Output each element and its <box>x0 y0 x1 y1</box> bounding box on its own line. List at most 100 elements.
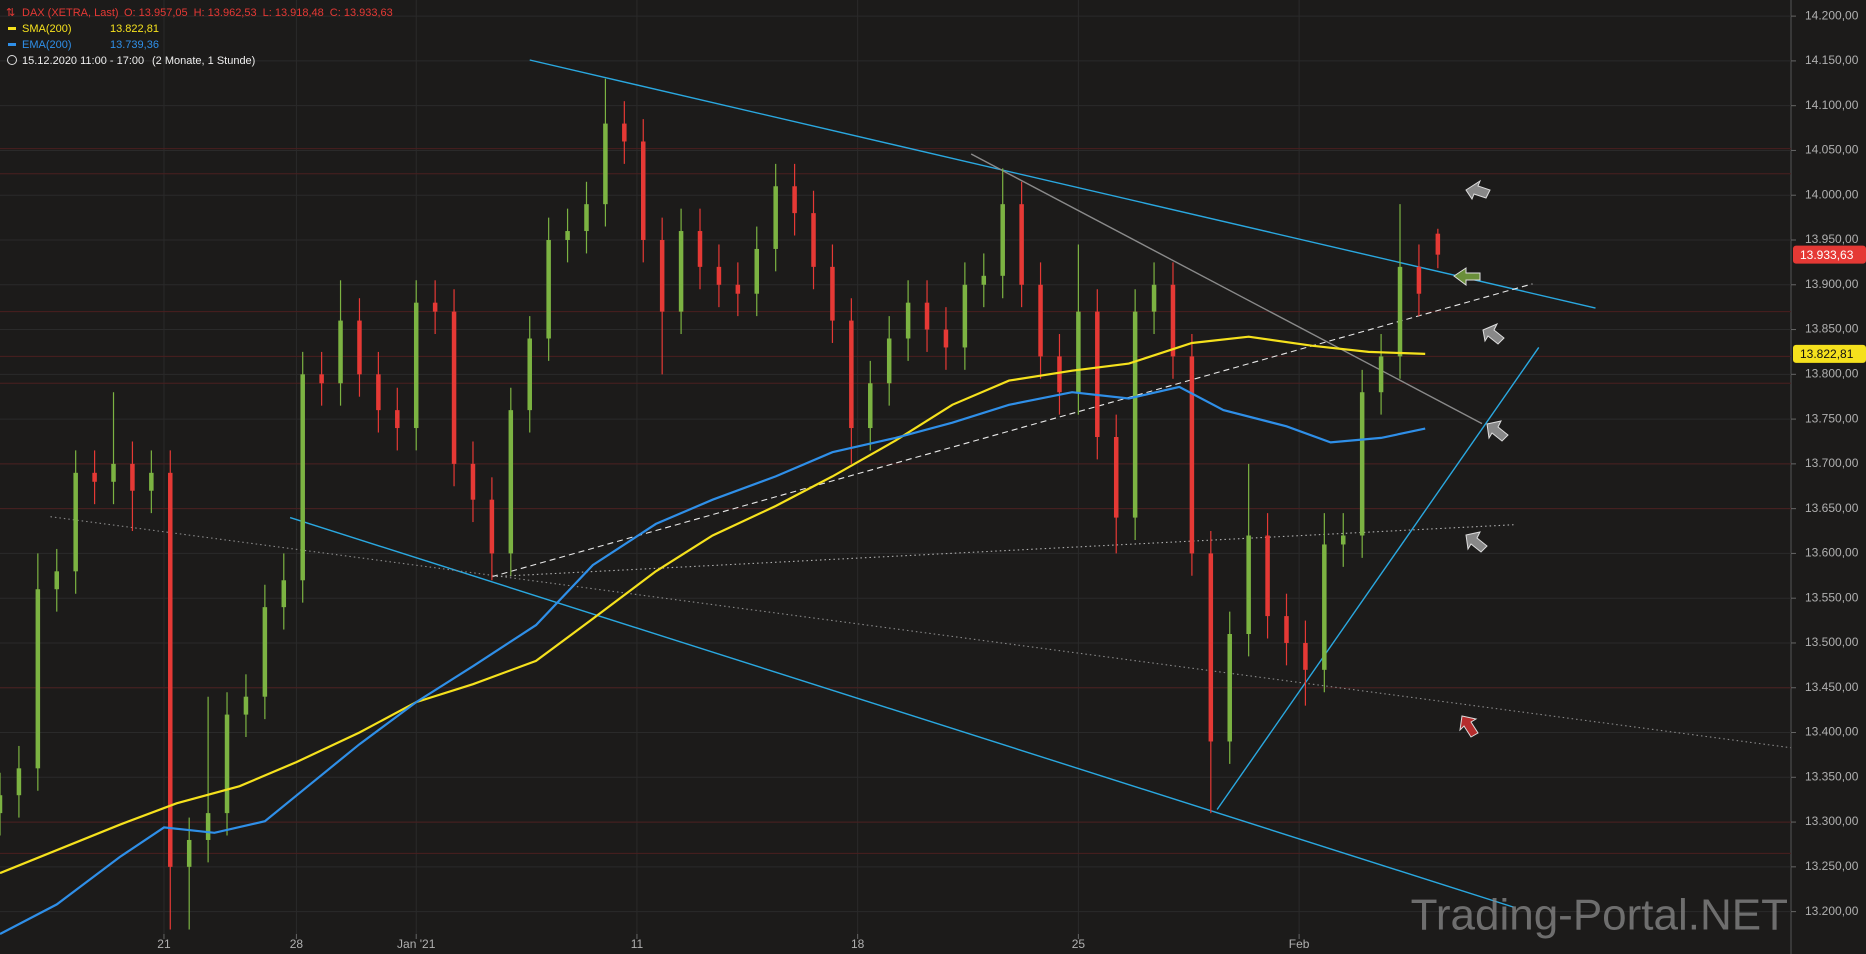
candle-body <box>1397 266 1403 357</box>
line-series <box>0 385 1426 935</box>
y-tick-label: 13.250,00 <box>1805 859 1859 873</box>
y-tick-label: 13.500,00 <box>1805 635 1859 649</box>
candle-body <box>1359 392 1365 536</box>
candle-body <box>92 472 97 482</box>
candle-body <box>186 839 192 867</box>
trend-line <box>50 516 1792 749</box>
y-tick-label: 13.850,00 <box>1805 322 1859 336</box>
price-tag-label: 13.822,81 <box>1800 347 1854 361</box>
candle-body <box>395 410 400 429</box>
candle-body <box>962 284 968 348</box>
y-tick-label: 13.800,00 <box>1805 366 1859 380</box>
candle-body <box>149 472 154 491</box>
candle-body <box>678 231 684 312</box>
candle-body <box>754 248 760 294</box>
candle-body <box>1246 535 1251 635</box>
candle-body <box>319 374 324 384</box>
legend-value: 13.822,81 <box>110 23 159 35</box>
clock-icon <box>7 55 17 65</box>
candle-body <box>849 320 854 429</box>
ohlc-label: L: 13.918,48 <box>263 7 324 19</box>
y-tick-label: 13.650,00 <box>1805 501 1859 515</box>
ohlc-label: C: 13.933,63 <box>330 7 393 19</box>
candle-body <box>451 311 457 464</box>
candle-body <box>224 714 230 814</box>
arrow-icon <box>1465 179 1491 201</box>
candle-body <box>527 338 532 411</box>
x-tick-label: Jan '21 <box>397 937 436 951</box>
candle-body <box>73 472 78 572</box>
candle-body <box>584 204 589 232</box>
candle-body <box>413 302 419 429</box>
candle-body <box>1113 437 1119 518</box>
trend-line <box>970 153 1483 425</box>
y-tick-label: 13.600,00 <box>1805 546 1859 560</box>
candle-body <box>470 463 476 500</box>
candle-body <box>130 463 135 491</box>
y-tick-label: 13.950,00 <box>1805 232 1859 246</box>
candle-body <box>1378 356 1384 393</box>
legend: ⇅ DAX (XETRA, Last) O: 13.957,05 H: 13.96… <box>6 7 393 67</box>
price-tag <box>1793 344 1866 363</box>
legend-value: 13.739,36 <box>110 39 159 51</box>
candle-body <box>1019 204 1024 285</box>
candle-body <box>924 302 930 330</box>
candle-body <box>943 329 949 348</box>
arrow-icon <box>1486 420 1509 442</box>
candle-body <box>1208 553 1214 742</box>
candle-body <box>773 186 778 249</box>
arrow-icon <box>1459 715 1479 738</box>
candle-body <box>1038 284 1043 357</box>
candle-body <box>489 499 495 554</box>
legend-swatch <box>8 43 16 46</box>
candle-body <box>16 768 22 796</box>
period-note: (2 Monate, 1 Stunde) <box>152 55 255 67</box>
y-tick-label: 14.050,00 <box>1805 143 1859 157</box>
candle-body <box>830 266 835 321</box>
candle-body <box>432 302 438 312</box>
candle-body <box>338 320 343 384</box>
y-tick-label: 13.400,00 <box>1805 725 1859 739</box>
arrow-icon <box>1453 267 1481 286</box>
icon: ⇅ <box>6 7 15 19</box>
y-tick-label: 14.200,00 <box>1805 8 1859 22</box>
candle-body <box>792 186 797 214</box>
period: 15.12.2020 11:00 - 17:00 <box>22 55 144 67</box>
y-tick-label: 13.300,00 <box>1805 814 1859 828</box>
candle-body <box>1284 616 1289 643</box>
candle-body <box>622 123 627 142</box>
candle-body <box>905 302 911 339</box>
candle-body <box>1170 284 1176 357</box>
candle-body <box>262 607 268 697</box>
y-tick-label: 13.700,00 <box>1805 456 1859 470</box>
candle-body <box>300 374 305 581</box>
arrow-icon <box>1465 531 1488 553</box>
candle-body <box>1076 311 1081 393</box>
candle-body <box>716 266 722 285</box>
y-tick-label: 13.450,00 <box>1805 680 1859 694</box>
candle-body <box>1132 311 1138 518</box>
candle-body <box>565 231 570 240</box>
x-tick-label: 25 <box>1072 937 1086 951</box>
candle-body <box>1189 356 1195 554</box>
plot-area <box>0 0 1792 935</box>
arrows <box>1453 179 1509 738</box>
price-tag <box>1793 245 1866 264</box>
legend-label: EMA(200) <box>22 39 72 51</box>
candle-body <box>376 374 381 411</box>
candle-body <box>1435 233 1441 255</box>
x-tick-label: 18 <box>851 937 865 951</box>
price-tag-label: 13.933,63 <box>1800 248 1854 262</box>
candle-body <box>886 338 892 384</box>
candle-body <box>1303 642 1308 670</box>
candle-body <box>35 589 41 769</box>
trend-line <box>1216 347 1540 810</box>
trend-line <box>529 59 1596 309</box>
ohlc-label: O: 13.957,05 <box>124 7 188 19</box>
candle-body <box>1322 544 1327 670</box>
candle-body <box>811 213 816 267</box>
trend-line <box>289 516 1514 908</box>
candle-body <box>243 696 249 715</box>
legend-label: SMA(200) <box>22 23 72 35</box>
